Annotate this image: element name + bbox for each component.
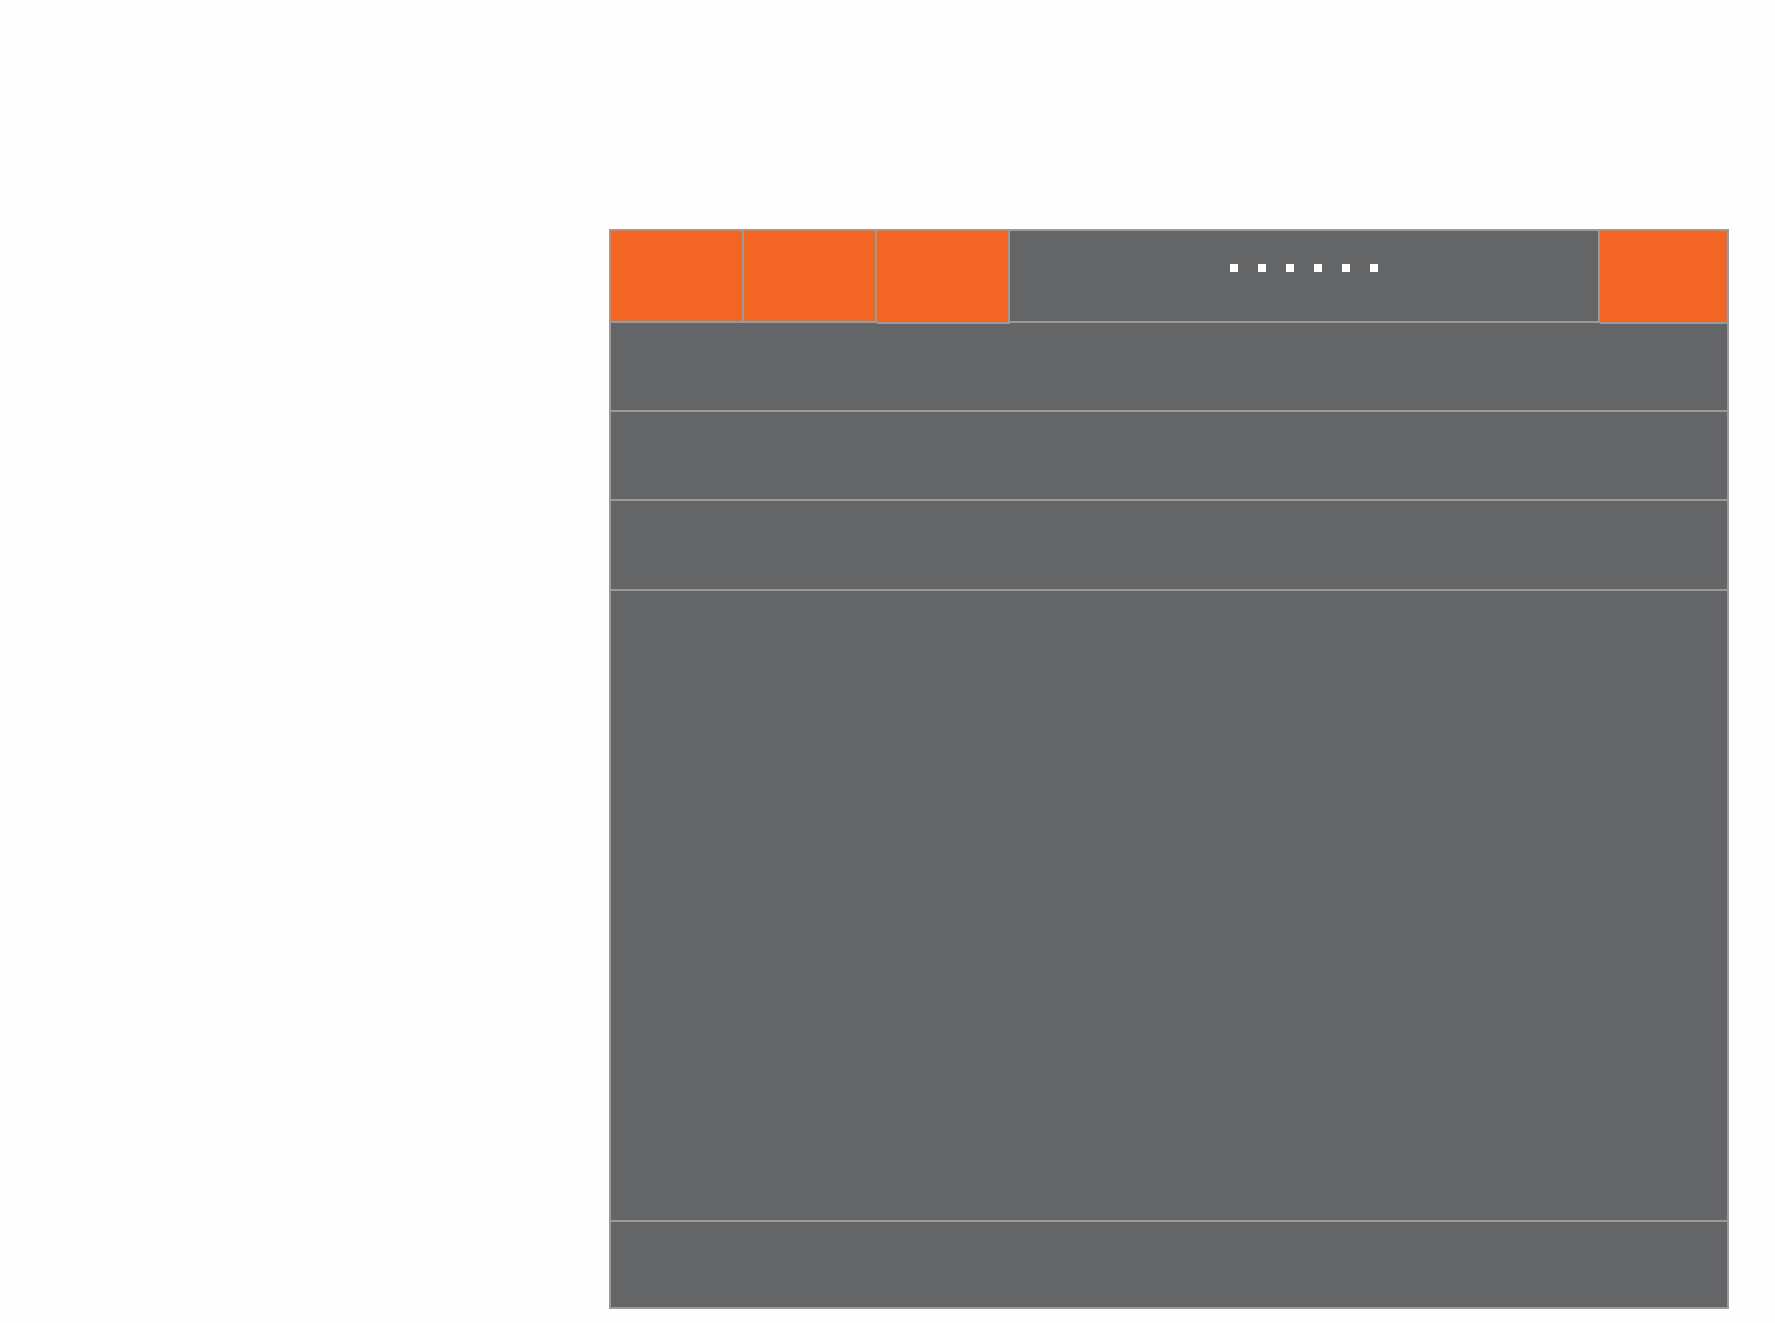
layout-frame (609, 229, 1729, 1309)
row-2 (611, 412, 1727, 501)
header-cell-center (1010, 231, 1600, 323)
dots-indicator (1010, 264, 1598, 272)
dot-1 (1230, 264, 1238, 272)
dot-6 (1370, 264, 1378, 272)
dot-5 (1342, 264, 1350, 272)
dot-2 (1258, 264, 1266, 272)
footer-row (611, 1222, 1727, 1307)
header-cell-3 (877, 231, 1010, 324)
header-cell-2 (744, 231, 877, 323)
header-cell-1 (611, 231, 744, 323)
dot-3 (1286, 264, 1294, 272)
dot-4 (1314, 264, 1322, 272)
row-1 (611, 323, 1727, 412)
header-cell-5 (1600, 231, 1727, 324)
header-row (611, 231, 1727, 324)
content-area (611, 591, 1727, 1222)
row-3 (611, 501, 1727, 591)
